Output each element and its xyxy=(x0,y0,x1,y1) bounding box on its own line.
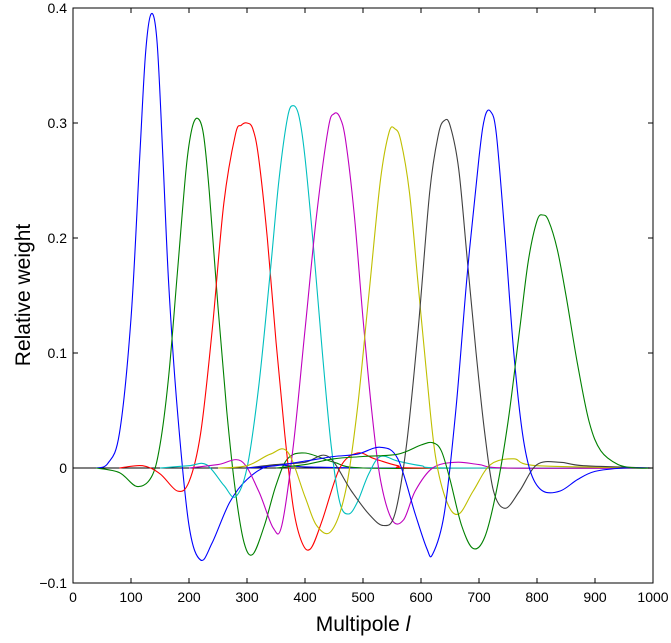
series-line-5 xyxy=(188,112,654,535)
x-tick-label: 900 xyxy=(583,589,607,605)
series-layer xyxy=(95,12,654,562)
y-tick-label: 0 xyxy=(59,460,67,476)
x-tick-label: 600 xyxy=(409,589,433,605)
series-line-7 xyxy=(246,118,654,527)
y-tick-label: 0.3 xyxy=(48,115,68,131)
y-tick-label: 0.4 xyxy=(48,0,68,16)
y-tick-label: 0.1 xyxy=(48,345,68,361)
series-line-4 xyxy=(159,105,654,515)
x-tick-label: 400 xyxy=(293,589,317,605)
series-line-2 xyxy=(96,117,653,556)
x-tick-label: 1000 xyxy=(637,589,668,605)
x-tick-label: 300 xyxy=(235,589,259,605)
x-axis-label: Multipole l xyxy=(316,613,412,636)
series-line-8 xyxy=(246,109,654,558)
series-line-6 xyxy=(217,126,654,535)
x-tick-label: 100 xyxy=(119,589,143,605)
x-tick-label: 0 xyxy=(69,589,77,605)
x-axis-label-text: Multipole xyxy=(316,613,406,636)
y-tick-label: 0.2 xyxy=(48,230,68,246)
x-tick-label: 200 xyxy=(177,589,201,605)
y-tick-label: −0.1 xyxy=(39,575,67,591)
x-tick-label: 500 xyxy=(351,589,375,605)
x-tick-label: 800 xyxy=(525,589,549,605)
x-axis-label-variable: l xyxy=(406,613,412,636)
plot-area xyxy=(72,7,654,584)
y-axis-label: Relative weight xyxy=(12,224,35,367)
y-axis: −0.1 0 0.1 0.2 0.3 0.4 xyxy=(39,0,653,591)
series-line-9 xyxy=(275,214,654,550)
x-axis: 0 100 200 300 400 500 600 700 800 900 1000 xyxy=(69,8,669,605)
series-line-1 xyxy=(95,12,653,562)
x-tick-label: 700 xyxy=(467,589,491,605)
